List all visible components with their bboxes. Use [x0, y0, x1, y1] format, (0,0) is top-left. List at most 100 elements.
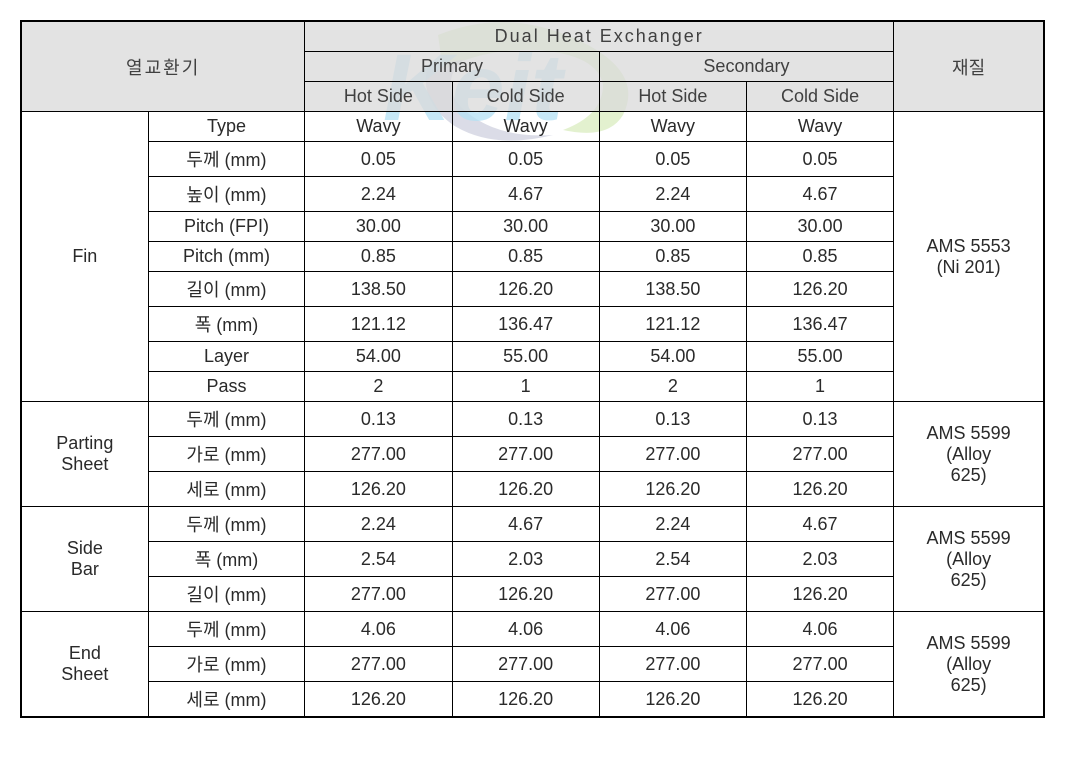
- table-row: 가로 (mm)277.00277.00277.00277.00: [21, 437, 1044, 472]
- param-label: 가로 (mm): [148, 647, 305, 682]
- data-cell: 126.20: [746, 577, 893, 612]
- data-cell: 126.20: [746, 682, 893, 718]
- section-name: EndSheet: [21, 612, 148, 718]
- data-cell: 30.00: [746, 212, 893, 242]
- param-label: 폭 (mm): [148, 542, 305, 577]
- material-cell: AMS 5599(Alloy625): [894, 402, 1044, 507]
- data-cell: 4.67: [452, 177, 599, 212]
- data-cell: 138.50: [599, 272, 746, 307]
- section-name: PartingSheet: [21, 402, 148, 507]
- data-cell: 30.00: [452, 212, 599, 242]
- param-label: 두께 (mm): [148, 612, 305, 647]
- data-cell: Wavy: [599, 112, 746, 142]
- data-cell: 4.67: [746, 177, 893, 212]
- param-label: Pass: [148, 372, 305, 402]
- data-cell: 0.13: [746, 402, 893, 437]
- data-cell: 2.54: [599, 542, 746, 577]
- data-cell: 126.20: [746, 272, 893, 307]
- data-cell: 2: [599, 372, 746, 402]
- header-sub-0: Hot Side: [305, 82, 452, 112]
- data-cell: 0.13: [452, 402, 599, 437]
- table-row: 세로 (mm)126.20126.20126.20126.20: [21, 682, 1044, 718]
- data-cell: 126.20: [452, 577, 599, 612]
- data-cell: 126.20: [746, 472, 893, 507]
- param-label: Pitch (mm): [148, 242, 305, 272]
- param-label: 가로 (mm): [148, 437, 305, 472]
- data-cell: 277.00: [599, 577, 746, 612]
- param-label: Layer: [148, 342, 305, 372]
- data-cell: 277.00: [305, 437, 452, 472]
- header-sub-2: Hot Side: [599, 82, 746, 112]
- param-label: 세로 (mm): [148, 682, 305, 718]
- header-material: 재질: [894, 21, 1044, 112]
- data-cell: 2.24: [305, 177, 452, 212]
- table-row: 세로 (mm)126.20126.20126.20126.20: [21, 472, 1044, 507]
- data-cell: 126.20: [305, 682, 452, 718]
- table-row: 폭 (mm)2.542.032.542.03: [21, 542, 1044, 577]
- table-row: Pitch (mm)0.850.850.850.85: [21, 242, 1044, 272]
- data-cell: 54.00: [599, 342, 746, 372]
- table-row: 높이 (mm)2.244.672.244.67: [21, 177, 1044, 212]
- data-cell: 277.00: [746, 437, 893, 472]
- data-cell: 30.00: [305, 212, 452, 242]
- data-cell: 0.85: [452, 242, 599, 272]
- table-row: 두께 (mm)0.050.050.050.05: [21, 142, 1044, 177]
- data-cell: 0.05: [452, 142, 599, 177]
- data-cell: 277.00: [599, 437, 746, 472]
- param-label: 세로 (mm): [148, 472, 305, 507]
- table-row: EndSheet두께 (mm)4.064.064.064.06AMS 5599(…: [21, 612, 1044, 647]
- data-cell: 277.00: [599, 647, 746, 682]
- param-label: 높이 (mm): [148, 177, 305, 212]
- data-cell: 126.20: [305, 472, 452, 507]
- material-cell: AMS 5553(Ni 201): [894, 112, 1044, 402]
- data-cell: 277.00: [746, 647, 893, 682]
- data-cell: 0.05: [746, 142, 893, 177]
- header-group-primary: Primary: [305, 52, 599, 82]
- data-cell: 4.06: [746, 612, 893, 647]
- data-cell: 1: [452, 372, 599, 402]
- data-cell: 0.85: [746, 242, 893, 272]
- param-label: 두께 (mm): [148, 507, 305, 542]
- table-row: 길이 (mm)138.50126.20138.50126.20: [21, 272, 1044, 307]
- data-cell: 126.20: [452, 682, 599, 718]
- table-body: FinTypeWavyWavyWavyWavyAMS 5553(Ni 201)두…: [21, 112, 1044, 718]
- data-cell: 2.03: [452, 542, 599, 577]
- table-row: PartingSheet두께 (mm)0.130.130.130.13AMS 5…: [21, 402, 1044, 437]
- table-header: 열교환기 Dual Heat Exchanger 재질 Primary Seco…: [21, 21, 1044, 112]
- data-cell: 126.20: [452, 472, 599, 507]
- table-row: Pitch (FPI)30.0030.0030.0030.00: [21, 212, 1044, 242]
- data-cell: 2.24: [599, 177, 746, 212]
- data-cell: 277.00: [452, 437, 599, 472]
- data-cell: 4.06: [599, 612, 746, 647]
- table-row: 가로 (mm)277.00277.00277.00277.00: [21, 647, 1044, 682]
- data-cell: 30.00: [599, 212, 746, 242]
- table-row: 폭 (mm)121.12136.47121.12136.47: [21, 307, 1044, 342]
- table-row: Pass2121: [21, 372, 1044, 402]
- data-cell: 138.50: [305, 272, 452, 307]
- data-cell: 136.47: [452, 307, 599, 342]
- data-cell: 126.20: [599, 472, 746, 507]
- data-cell: 2.54: [305, 542, 452, 577]
- table-row: SideBar두께 (mm)2.244.672.244.67AMS 5599(A…: [21, 507, 1044, 542]
- header-group-secondary: Secondary: [599, 52, 893, 82]
- data-cell: 121.12: [305, 307, 452, 342]
- data-cell: 121.12: [599, 307, 746, 342]
- data-cell: 0.13: [599, 402, 746, 437]
- material-cell: AMS 5599(Alloy625): [894, 507, 1044, 612]
- table-row: FinTypeWavyWavyWavyWavyAMS 5553(Ni 201): [21, 112, 1044, 142]
- data-cell: 126.20: [452, 272, 599, 307]
- data-cell: 1: [746, 372, 893, 402]
- data-cell: 4.67: [746, 507, 893, 542]
- data-cell: 2.24: [599, 507, 746, 542]
- data-cell: 55.00: [746, 342, 893, 372]
- param-label: 두께 (mm): [148, 402, 305, 437]
- header-sub-1: Cold Side: [452, 82, 599, 112]
- data-cell: 277.00: [305, 647, 452, 682]
- header-sub-3: Cold Side: [746, 82, 893, 112]
- data-cell: 55.00: [452, 342, 599, 372]
- data-cell: 0.05: [599, 142, 746, 177]
- data-cell: 0.85: [305, 242, 452, 272]
- param-label: Type: [148, 112, 305, 142]
- section-name: Fin: [21, 112, 148, 402]
- data-cell: Wavy: [305, 112, 452, 142]
